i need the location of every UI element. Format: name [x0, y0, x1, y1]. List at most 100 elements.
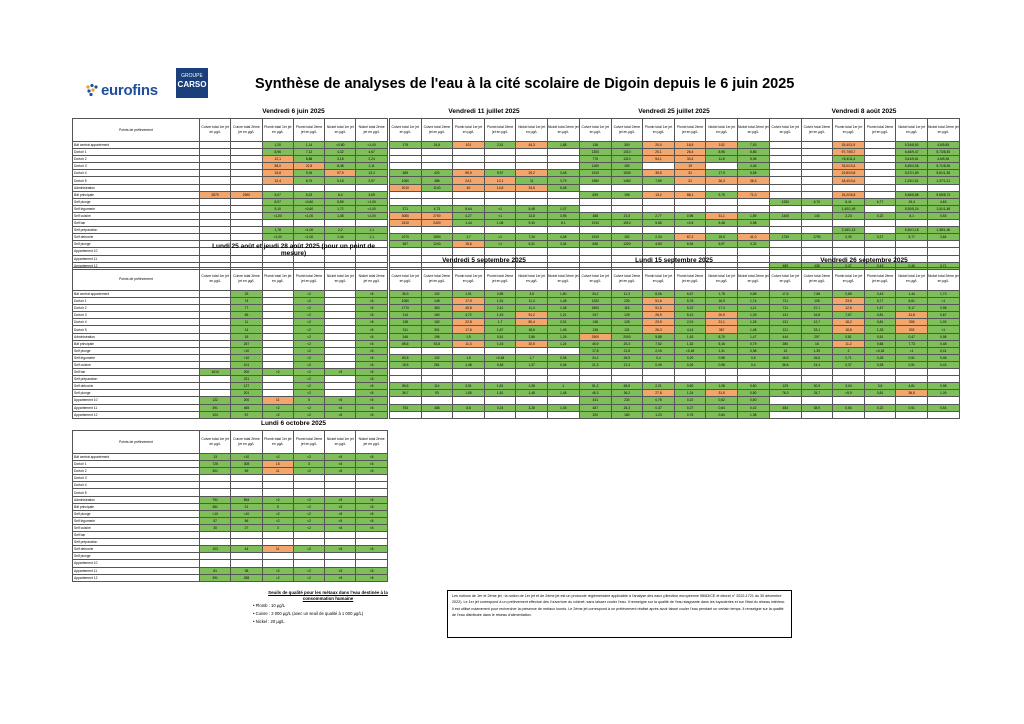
value-cell	[198, 481, 232, 490]
value-cell: 2010	[389, 183, 422, 192]
table-row: 1440 140 2,23 0,22 6,1 0,53	[769, 211, 960, 221]
table-row: Dortoir 1 74 <2 <5	[72, 297, 388, 306]
value-cell: 420	[420, 169, 454, 178]
value-cell: 1,9	[452, 332, 485, 341]
value-cell	[420, 247, 454, 256]
row-label: Self légumerie	[72, 516, 200, 525]
value-cell: 14	[230, 325, 263, 334]
value-cell: <2	[292, 523, 326, 533]
value-cell: 30,9	[800, 382, 834, 391]
value-cell: <5	[355, 375, 388, 384]
table-row: 346 196 1,9 0,61 2,86 1,26	[389, 332, 580, 341]
table-row: 85,6 92,8 11,3 1,43 20,5 1,24	[389, 339, 580, 348]
value-cell: 9,97	[483, 169, 517, 178]
table-row: 1730 1790 0,39 0,27 5,77 3,84	[769, 233, 960, 242]
value-cell: 1,80	[546, 289, 580, 299]
value-cell	[642, 162, 675, 171]
value-cell: 2570	[198, 190, 232, 199]
value-cell: 8,96	[705, 148, 738, 157]
value-cell: 11	[515, 176, 548, 185]
value-cell: 1,51/1,48	[926, 204, 960, 213]
table-row	[769, 247, 960, 256]
row-label: Self bar	[72, 219, 200, 228]
value-cell: 24,1	[452, 176, 485, 185]
value-cell	[546, 155, 580, 164]
value-cell	[198, 226, 232, 235]
value-cell: 0,98	[705, 353, 738, 362]
value-cell: <5	[355, 495, 388, 504]
value-cell	[579, 204, 612, 213]
value-cell: <5	[324, 523, 357, 533]
value-cell: 0,6	[736, 353, 770, 362]
value-cell	[198, 155, 232, 164]
value-cell	[230, 481, 263, 490]
value-cell	[800, 148, 834, 157]
value-cell	[926, 240, 960, 249]
row-label: Appartement 12	[72, 410, 200, 419]
value-cell: 1,45	[546, 403, 580, 412]
value-cell: 1,09	[926, 389, 960, 398]
value-cell	[895, 219, 928, 228]
value-cell: <1,00	[355, 197, 388, 206]
value-cell	[452, 396, 485, 405]
table-row: 2900 2000 5,88 1,63 8,70 1,47	[579, 332, 770, 341]
value-cell	[261, 559, 294, 568]
value-cell: 1910	[579, 169, 612, 178]
session-title: Lundi 25 août et jeudi 28 août 2025 (pou…	[212, 243, 375, 257]
value-cell: 16,8	[800, 311, 834, 320]
row-label: Dortoir 1	[72, 148, 200, 157]
value-cell	[546, 375, 580, 384]
session-table: Points de prélèvement Cuivre total 1er je…	[72, 118, 388, 270]
table-row: 444 297 0,81 0,51 0,47 0,98	[769, 332, 960, 341]
value-cell: 0,27	[863, 233, 897, 242]
value-cell: <5	[355, 509, 388, 518]
value-cell: <2	[292, 304, 326, 313]
table-row: Self deboche 127 <2 <5	[72, 382, 388, 391]
table-row: 17,8 21,8 2,15 <0,18 1,31 0,98	[579, 346, 770, 355]
value-cell: 1	[546, 382, 580, 391]
value-cell	[420, 155, 454, 164]
value-cell: <2	[292, 509, 326, 518]
value-cell	[579, 375, 612, 384]
table-row: 51,2 65,5 2,21 0,50 1,08 0,60	[579, 382, 770, 391]
value-cell	[198, 204, 232, 213]
value-cell	[198, 176, 232, 185]
value-cell: 0,98	[926, 304, 960, 313]
value-cell	[579, 247, 612, 256]
value-cell	[926, 247, 960, 256]
value-cell: 839	[579, 190, 612, 199]
value-cell: 6,70	[800, 197, 834, 206]
table-row	[579, 226, 770, 235]
value-cell: <2	[292, 566, 326, 575]
value-cell: 1790	[800, 233, 834, 242]
column-header: Plomb total 1er jet en µg/L	[261, 118, 294, 142]
column-header: Nickel total 1er jet en µg/L	[895, 118, 928, 142]
value-cell	[324, 289, 357, 299]
value-cell	[230, 559, 263, 568]
value-cell: 196	[420, 332, 454, 341]
value-cell: 76,3	[769, 389, 802, 398]
value-cell	[198, 169, 232, 178]
value-cell: 261	[420, 360, 454, 370]
value-cell: 37,1	[800, 304, 834, 313]
value-cell	[610, 197, 644, 206]
row-label: Appartement 11	[72, 254, 200, 263]
value-cell	[261, 311, 294, 320]
value-cell: <5	[355, 566, 388, 575]
value-cell: 11,8	[705, 155, 738, 164]
value-cell: 431	[579, 396, 612, 405]
value-cell	[261, 353, 294, 362]
value-cell: 51,6	[642, 297, 675, 306]
value-cell	[832, 375, 865, 384]
value-cell	[769, 183, 802, 192]
value-cell: 0,96	[673, 211, 707, 221]
value-cell	[705, 204, 738, 213]
value-cell	[230, 183, 263, 192]
value-cell: 0,4	[736, 360, 770, 370]
column-header: Cuivre total 1er jet en µg/L	[769, 118, 802, 142]
value-cell: 44,3	[515, 140, 548, 150]
value-cell	[452, 155, 485, 164]
value-cell	[800, 226, 834, 235]
value-cell: 26,9	[610, 353, 644, 362]
value-cell: 138	[389, 318, 422, 327]
